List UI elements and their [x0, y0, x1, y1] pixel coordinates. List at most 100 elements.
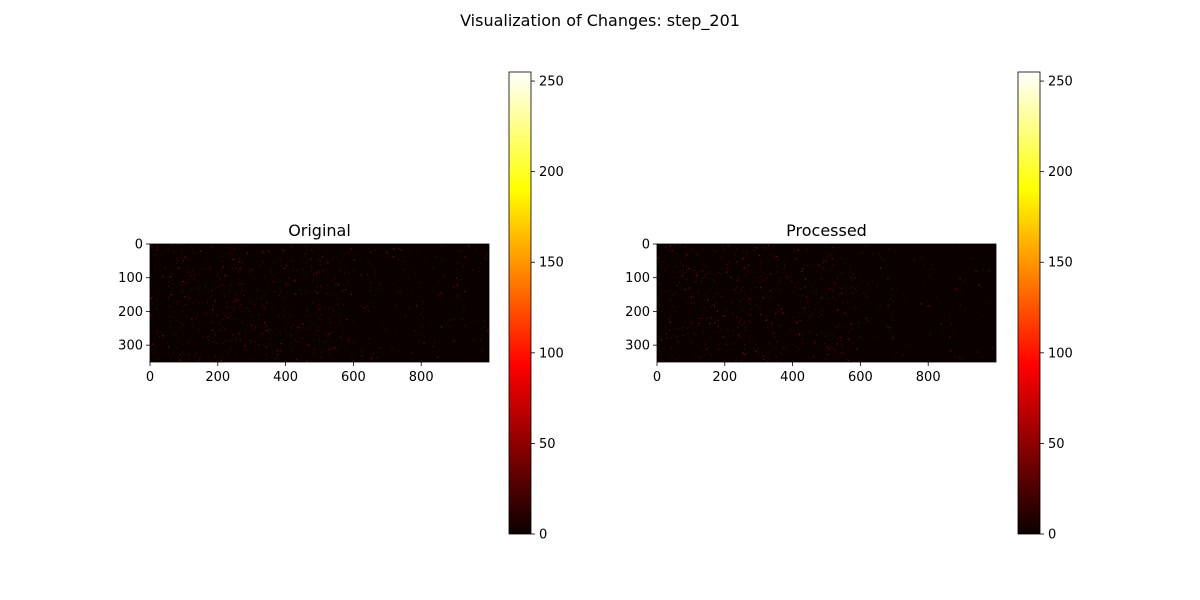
speckle — [706, 348, 708, 350]
speckle — [743, 321, 745, 323]
speckle — [743, 322, 745, 324]
speckle — [481, 359, 483, 361]
speckle — [852, 342, 854, 344]
speckle — [949, 336, 951, 338]
speckle — [740, 290, 742, 292]
speckle — [176, 347, 179, 349]
speckle — [441, 258, 443, 260]
speckle — [237, 274, 239, 276]
speckle — [209, 266, 211, 268]
speckle — [659, 354, 661, 356]
speckle — [260, 331, 262, 333]
speckle — [722, 315, 724, 317]
speckle — [291, 350, 293, 352]
speckle — [190, 322, 192, 324]
speckle — [770, 296, 772, 298]
speckle — [764, 287, 766, 289]
colorbar-tick-label-processed-150: 150 — [1048, 256, 1073, 271]
speckle — [296, 269, 298, 271]
speckle — [239, 307, 241, 309]
speckle — [196, 352, 198, 354]
speckle — [306, 315, 308, 317]
speckle — [212, 304, 214, 306]
speckle — [266, 285, 268, 287]
speckle — [843, 245, 845, 247]
speckle — [253, 306, 256, 309]
speckle — [328, 322, 330, 324]
speckle — [825, 293, 828, 295]
speckle — [231, 338, 233, 340]
speckle — [723, 248, 725, 250]
speckle — [711, 305, 713, 307]
speckle — [711, 354, 713, 356]
speckle — [228, 247, 230, 249]
speckle — [159, 270, 161, 272]
speckle — [668, 329, 670, 332]
speckle — [803, 311, 805, 314]
speckle — [325, 306, 327, 308]
speckle — [171, 279, 173, 282]
speckle — [212, 309, 214, 311]
speckle — [837, 326, 839, 328]
speckle — [231, 268, 233, 270]
speckle — [680, 284, 682, 286]
speckle — [735, 359, 737, 361]
speckle — [775, 356, 778, 358]
speckle — [179, 359, 181, 361]
speckle — [195, 318, 197, 320]
speckle — [877, 347, 879, 349]
speckle — [374, 294, 376, 296]
speckle — [172, 244, 174, 246]
speckle — [804, 286, 807, 288]
colorbar-tick-label-processed-100: 100 — [1048, 346, 1073, 361]
speckle — [701, 270, 703, 272]
speckle — [286, 292, 288, 294]
speckle — [811, 284, 813, 286]
speckle — [833, 250, 835, 252]
speckle — [801, 337, 803, 339]
speckle — [415, 272, 417, 274]
speckle — [972, 258, 974, 260]
speckle — [836, 278, 839, 280]
speckle — [211, 246, 213, 248]
speckle — [161, 253, 163, 255]
speckle — [760, 314, 762, 316]
speckle — [779, 302, 781, 304]
speckle — [798, 333, 800, 335]
speckle — [283, 315, 285, 317]
speckle — [778, 247, 780, 249]
speckle — [816, 334, 818, 336]
speckle — [171, 290, 174, 292]
speckle — [263, 259, 266, 261]
speckle — [232, 301, 234, 303]
speckle — [855, 285, 857, 287]
speckle — [180, 252, 182, 254]
speckle — [203, 267, 205, 270]
speckle — [315, 330, 317, 332]
speckle — [806, 249, 808, 251]
speckle — [418, 352, 420, 354]
speckle — [794, 290, 796, 292]
speckle — [250, 316, 252, 318]
speckle — [335, 327, 337, 329]
speckle — [730, 276, 732, 278]
y-tick-label-processed-200: 200 — [625, 305, 650, 320]
speckle — [335, 256, 337, 258]
speckle — [245, 349, 247, 351]
speckle — [341, 291, 343, 293]
y-tick-label-processed-0: 0 — [642, 238, 650, 253]
speckle — [902, 354, 904, 356]
speckle — [318, 308, 320, 310]
speckle — [750, 314, 752, 316]
speckle — [239, 292, 241, 294]
speckle — [793, 248, 795, 251]
speckle — [847, 302, 849, 304]
speckle — [363, 270, 365, 272]
speckle — [659, 284, 661, 286]
speckle — [697, 290, 699, 293]
speckle — [176, 262, 178, 264]
speckle — [440, 292, 442, 294]
speckle — [191, 269, 193, 271]
speckle — [771, 324, 773, 326]
speckle — [853, 277, 856, 279]
